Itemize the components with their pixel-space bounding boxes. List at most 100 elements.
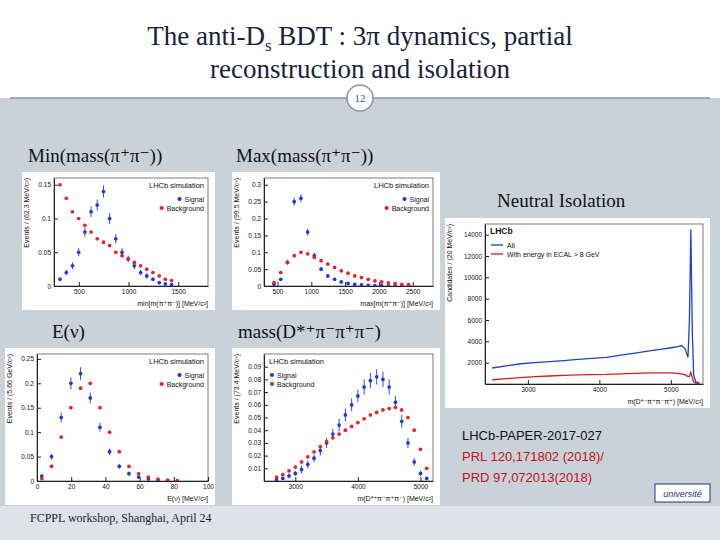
x-tick-label: 1000 bbox=[122, 288, 137, 295]
y-tick-mark bbox=[264, 379, 268, 380]
chart-title: E(ν) bbox=[52, 321, 85, 343]
plot: 500100015002000250000.050.10.150.20.250.… bbox=[233, 178, 434, 308]
y-tick-label: 0.15 bbox=[248, 232, 261, 239]
y-tick: 0.2 bbox=[252, 215, 268, 222]
x-tick-mark bbox=[79, 282, 80, 286]
y-tick-mark bbox=[264, 235, 268, 236]
x-tick: 40 bbox=[102, 477, 110, 490]
marks bbox=[492, 229, 699, 383]
point bbox=[346, 271, 350, 275]
y-tick: 0.05 bbox=[21, 453, 41, 460]
legend: SignalBackground bbox=[160, 196, 205, 213]
y-axis-title: Events / (62.3 MeV/c²) bbox=[23, 178, 31, 248]
x-tick-label: 0 bbox=[36, 483, 40, 490]
point bbox=[120, 250, 124, 254]
x-tick-label: 60 bbox=[136, 483, 144, 490]
chart-panel bbox=[232, 172, 440, 310]
y-tick-label: 0.05 bbox=[248, 414, 261, 421]
legend-label: Background bbox=[167, 205, 204, 213]
y-tick-mark bbox=[264, 269, 268, 270]
point bbox=[319, 267, 323, 271]
legend: AllWith energy in ECAL > 8 GeV bbox=[491, 242, 600, 259]
point bbox=[318, 445, 322, 449]
point bbox=[380, 280, 384, 284]
y-tick: 10000 bbox=[464, 274, 489, 281]
y-tick-label: 4000 bbox=[468, 338, 483, 345]
point bbox=[59, 435, 63, 439]
y-tick-mark bbox=[37, 432, 41, 433]
point bbox=[95, 237, 99, 241]
marks bbox=[58, 183, 173, 286]
legend-swatch bbox=[385, 206, 389, 210]
x-axis: 0 20 40 60 80 100 bbox=[36, 477, 215, 490]
y-tick: 0.09 bbox=[248, 363, 268, 370]
point bbox=[77, 250, 81, 254]
y-axis-line bbox=[54, 179, 55, 287]
x-tick-label: 2500 bbox=[406, 288, 421, 295]
point bbox=[419, 472, 423, 476]
x-tick-label: 5000 bbox=[414, 483, 429, 490]
point bbox=[156, 478, 160, 481]
y-tick: 0.2 bbox=[25, 380, 41, 387]
x-tick: 100 bbox=[203, 477, 214, 490]
y-tick-mark bbox=[37, 408, 41, 409]
x-tick: 1500 bbox=[338, 282, 353, 295]
y-tick: 0.1 bbox=[25, 429, 41, 436]
slide-title-part: BDT : 3π dynamics, partial bbox=[272, 21, 573, 51]
x-tick-mark bbox=[379, 282, 380, 286]
point bbox=[350, 425, 354, 429]
point bbox=[306, 252, 310, 256]
point bbox=[375, 375, 379, 379]
slide-title: reconstruction and isolation bbox=[210, 54, 510, 84]
y-tick: 0.06 bbox=[248, 401, 268, 408]
annotation: LHCb simulation bbox=[149, 181, 204, 190]
x-tick: 4000 bbox=[593, 380, 608, 393]
point bbox=[375, 411, 379, 415]
point bbox=[98, 425, 102, 429]
point bbox=[126, 257, 130, 261]
point bbox=[356, 421, 360, 425]
point bbox=[127, 464, 131, 468]
point bbox=[381, 378, 385, 382]
point bbox=[88, 381, 92, 385]
legend: SignalBackground bbox=[160, 372, 205, 389]
point bbox=[102, 190, 106, 194]
x-axis: 300040005000 bbox=[486, 380, 704, 393]
annotation: LHCb simulation bbox=[149, 357, 204, 366]
y-tick-label: 0.05 bbox=[21, 453, 34, 460]
x-tick: 80 bbox=[171, 477, 179, 490]
y-tick-mark bbox=[37, 457, 41, 458]
slide-title-part: s bbox=[265, 36, 272, 55]
x-tick-mark bbox=[311, 282, 312, 286]
y-tick: 0 bbox=[257, 283, 268, 290]
point bbox=[166, 479, 170, 481]
x-tick-label: 40 bbox=[102, 483, 110, 490]
point bbox=[312, 255, 316, 259]
y-tick-label: 0.15 bbox=[21, 404, 34, 411]
annotation: LHCb simulation bbox=[269, 357, 324, 366]
x-tick: 500 bbox=[74, 282, 85, 295]
y-tick-mark bbox=[485, 235, 489, 236]
point bbox=[350, 403, 354, 407]
y-tick-label: 0.05 bbox=[38, 249, 51, 256]
x-tick: 60 bbox=[136, 477, 144, 490]
x-tick-label: 20 bbox=[68, 483, 76, 490]
point bbox=[380, 284, 384, 286]
y-axis-title: Events / (5.66 GeV/c²) bbox=[6, 354, 14, 423]
legend-swatch bbox=[270, 373, 274, 377]
y-tick-mark bbox=[264, 219, 268, 220]
y-tick-label: 14000 bbox=[464, 231, 482, 238]
y-tick-label: 0 bbox=[47, 283, 51, 290]
point bbox=[400, 419, 404, 423]
point bbox=[293, 472, 297, 476]
point bbox=[117, 450, 121, 454]
point bbox=[318, 449, 322, 453]
point bbox=[157, 281, 161, 285]
x-tick: 3000 bbox=[521, 380, 536, 393]
x-axis-title: m(D*⁺π⁻π⁺π⁻) [MeV/c²] bbox=[357, 495, 433, 503]
y-axis-title: Events / (73.4 MeV/c²) bbox=[233, 354, 241, 424]
plot-frame bbox=[37, 354, 208, 481]
point bbox=[400, 408, 404, 412]
point bbox=[102, 240, 106, 244]
legend: SignalBackground bbox=[385, 196, 430, 213]
